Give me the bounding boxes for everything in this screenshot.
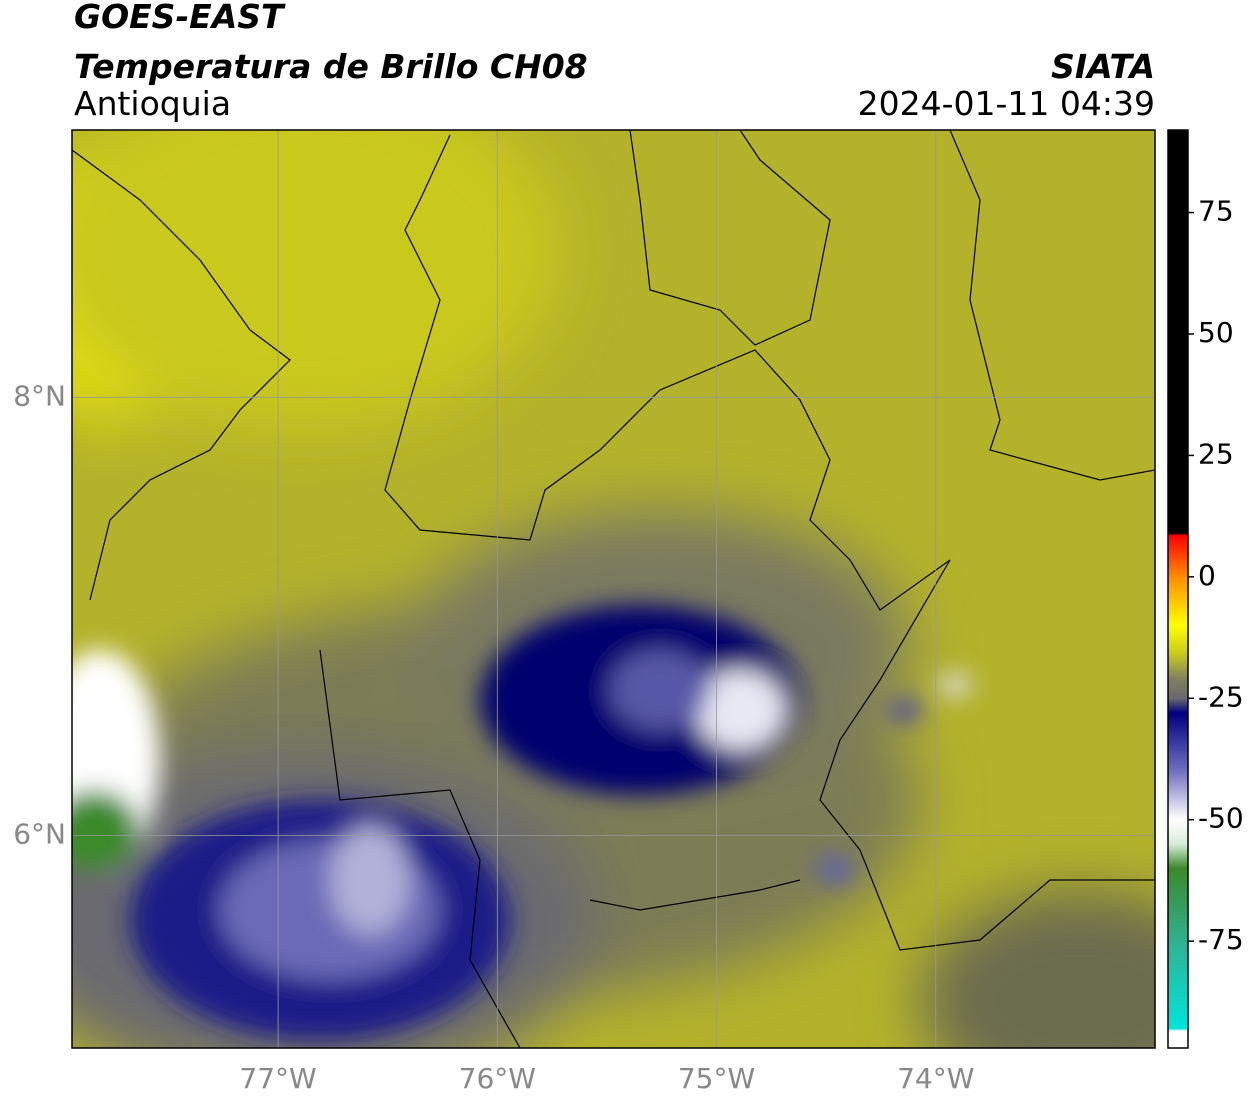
x-tick-label: 74°W [897, 1062, 974, 1095]
y-tick-label: 8°N [13, 379, 66, 412]
colorbar-tick-label: 75 [1198, 195, 1234, 228]
region: Antioquia [74, 84, 231, 123]
colorbar [1167, 129, 1189, 1049]
grid [72, 130, 1155, 1048]
datetime: 2024-01-11 04:39 [858, 84, 1155, 123]
y-tick-label: 6°N [13, 817, 66, 850]
colorbar-tick-label: 25 [1198, 437, 1234, 470]
colorbar-tick-label: -25 [1198, 680, 1244, 713]
x-tick-label: 76°W [459, 1062, 536, 1095]
x-tick-label: 75°W [678, 1062, 755, 1095]
x-tick-label: 77°W [239, 1062, 316, 1095]
title: GOES-EAST [74, 0, 286, 36]
colorbar-tick-label: -75 [1198, 923, 1244, 956]
colorbar-tick-label: 50 [1198, 316, 1234, 349]
colorbar-tick-label: 0 [1198, 559, 1216, 592]
subtitle: Temperatura de Brillo CH08 [74, 47, 588, 86]
source: SIATA [1051, 47, 1155, 86]
map-frame [71, 129, 1156, 1049]
imagery [72, 130, 1155, 1048]
colorbar-tick-label: -50 [1198, 802, 1244, 835]
